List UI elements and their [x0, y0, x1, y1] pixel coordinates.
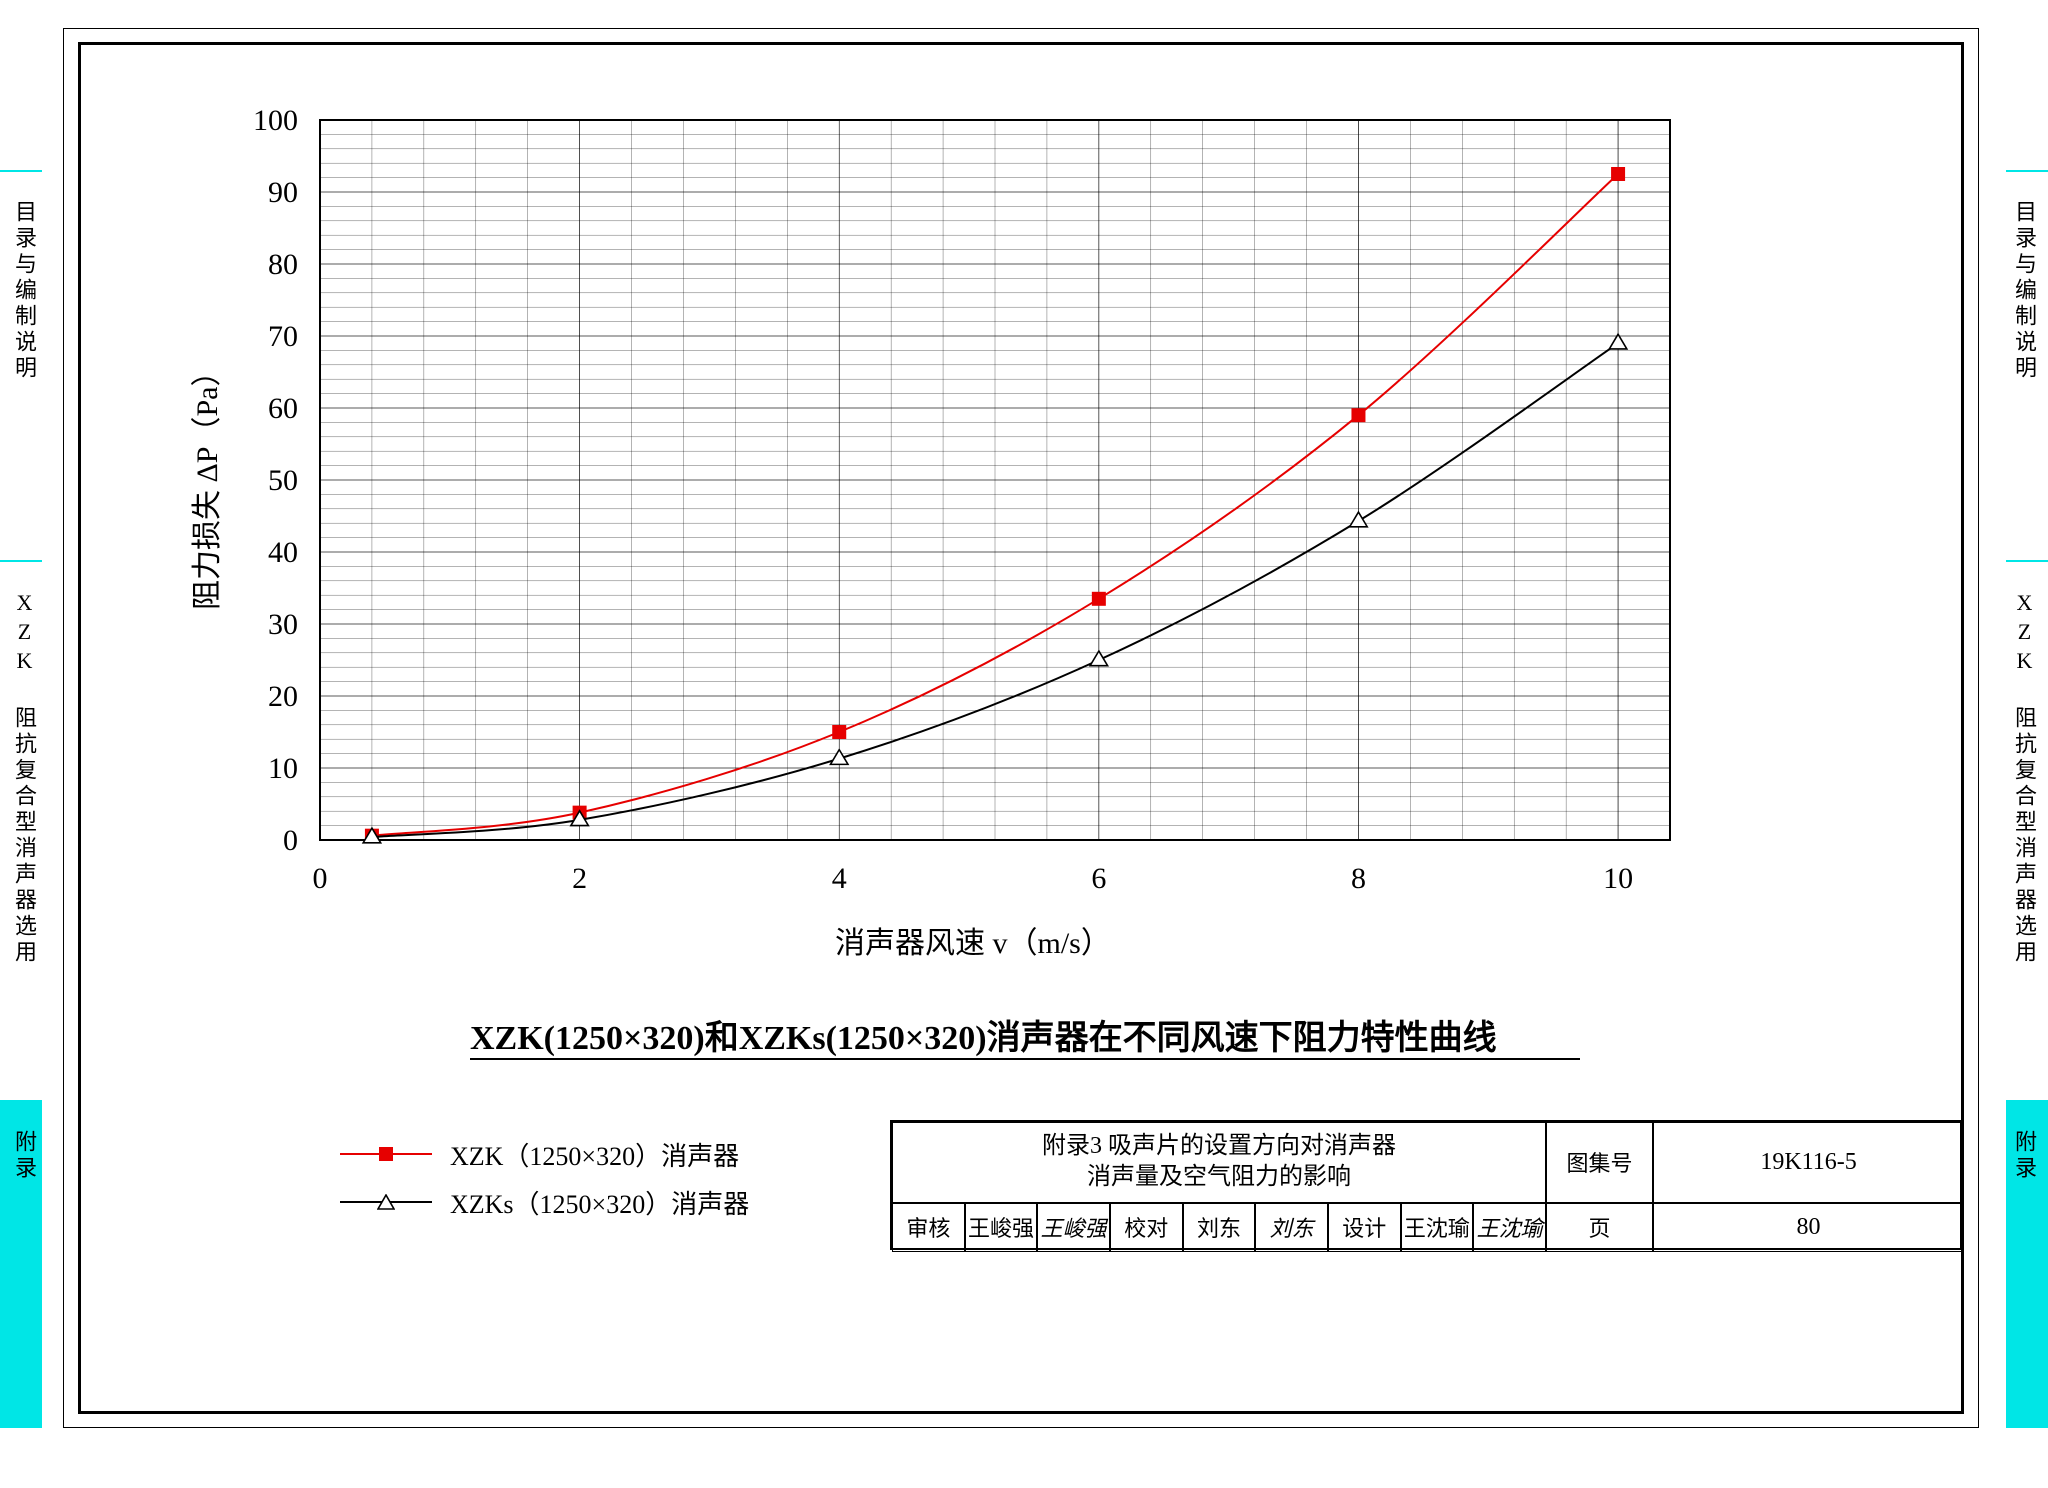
side-tab-label: 附录: [2008, 1130, 2040, 1182]
side-tick: [2006, 560, 2048, 562]
svg-text:20: 20: [268, 680, 298, 713]
tb-main-title: 附录3 吸声片的设置方向对消声器消声量及空气阻力的影响: [892, 1122, 1546, 1203]
tb-sign-cell: 王沈瑜: [1473, 1203, 1546, 1252]
chart-title-underline: [470, 1058, 1580, 1060]
tb-page-label: 页: [1546, 1203, 1653, 1252]
svg-text:80: 80: [268, 248, 298, 281]
legend-line-icon: [340, 1153, 432, 1155]
legend-line-icon: [340, 1201, 432, 1203]
side-tick: [0, 560, 42, 562]
svg-text:10: 10: [1603, 862, 1633, 895]
svg-text:40: 40: [268, 536, 298, 569]
svg-text:0: 0: [283, 824, 298, 857]
legend-item: XZKs（1250×320）消声器: [340, 1178, 749, 1226]
legend-label: XZKs（1250×320）消声器: [450, 1184, 749, 1221]
tb-page-no: 80: [1653, 1203, 1964, 1252]
tb-sign-cell: 审核: [892, 1203, 965, 1252]
svg-text:30: 30: [268, 608, 298, 641]
legend: XZK（1250×320）消声器 XZKs（1250×320）消声器: [340, 1130, 749, 1226]
side-tab-label: 附录: [8, 1130, 40, 1182]
side-tick: [2006, 170, 2048, 172]
svg-text:6: 6: [1091, 862, 1106, 895]
y-axis-label: 阻力损失 ΔP（Pa）: [182, 357, 226, 610]
svg-text:100: 100: [253, 104, 298, 137]
tb-sign-cell: 设计: [1328, 1203, 1401, 1252]
tb-sign-cell: 王峻强: [1037, 1203, 1110, 1252]
tb-sign-cell: 刘东: [1255, 1203, 1328, 1252]
svg-text:4: 4: [832, 862, 847, 895]
svg-text:2: 2: [572, 862, 587, 895]
svg-text:60: 60: [268, 392, 298, 425]
svg-text:10: 10: [268, 752, 298, 785]
svg-text:50: 50: [268, 464, 298, 497]
title-block: 附录3 吸声片的设置方向对消声器消声量及空气阻力的影响图集号19K116-5 审核…: [890, 1120, 1962, 1250]
square-filled-icon: [379, 1147, 393, 1161]
triangle-open-icon: [377, 1187, 395, 1217]
side-tab-label: XZK 阻抗复合型消声器选用: [8, 590, 40, 966]
tb-sign-cell: 王峻强: [965, 1203, 1038, 1252]
legend-label: XZK（1250×320）消声器: [450, 1136, 739, 1173]
side-tab-label: 目录与编制说明: [2008, 200, 2040, 382]
tb-sign-cell: 刘东: [1183, 1203, 1256, 1252]
tb-bookno: 19K116-5: [1653, 1122, 1964, 1203]
legend-item: XZK（1250×320）消声器: [340, 1130, 749, 1178]
svg-text:8: 8: [1351, 862, 1366, 895]
side-tab-label: XZK 阻抗复合型消声器选用: [2008, 590, 2040, 966]
tb-sign-cell: 校对: [1110, 1203, 1183, 1252]
chart-title: XZK(1250×320)和XZKs(1250×320)消声器在不同风速下阻力特…: [470, 1010, 1497, 1059]
svg-text:70: 70: [268, 320, 298, 353]
chart: 02468100102030405060708090100: [210, 100, 1760, 960]
svg-text:0: 0: [313, 862, 328, 895]
tb-sign-cell: 王沈瑜: [1401, 1203, 1474, 1252]
side-tab-label: 目录与编制说明: [8, 200, 40, 382]
svg-text:90: 90: [268, 176, 298, 209]
side-tick: [0, 170, 42, 172]
x-axis-label: 消声器风速 v（m/s）: [835, 918, 1111, 962]
tb-bookno-label: 图集号: [1546, 1122, 1653, 1203]
